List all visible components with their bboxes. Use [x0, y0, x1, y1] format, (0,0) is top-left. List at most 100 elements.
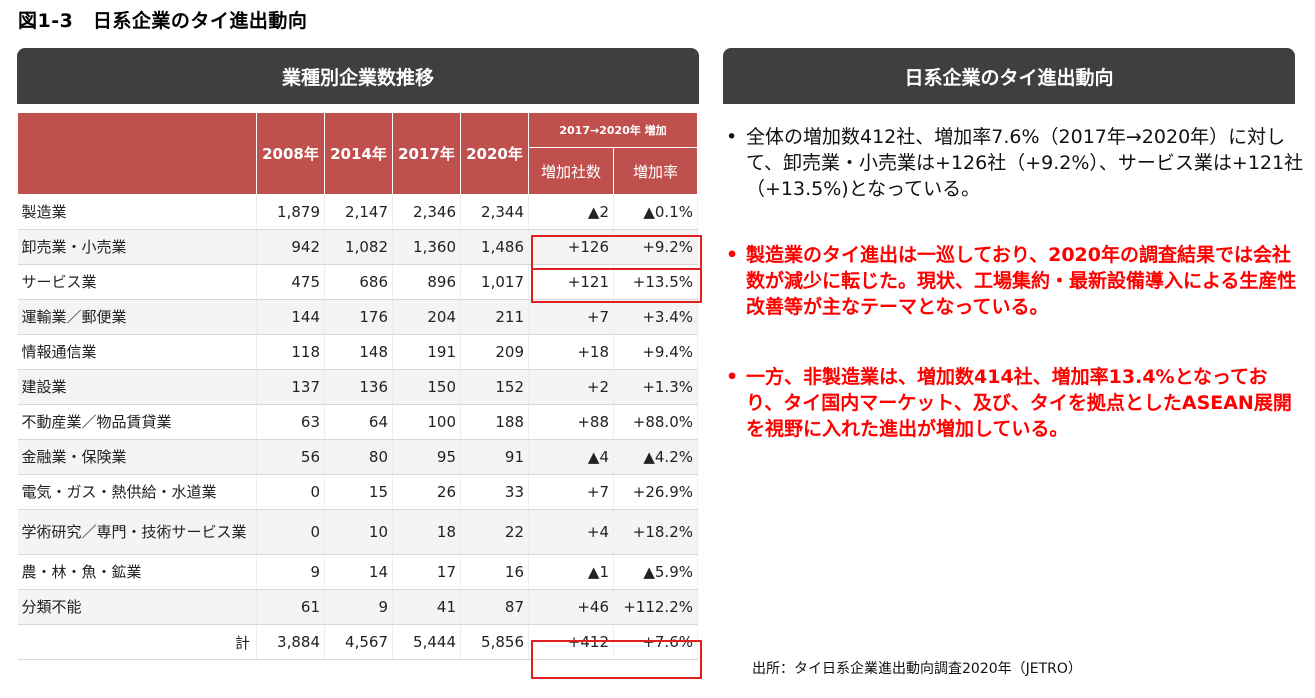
col-header-rate: 増加率: [613, 147, 698, 195]
cell-2017: 204: [392, 299, 461, 335]
row-category: 製造業: [17, 194, 257, 230]
cell-2017: 17: [392, 554, 461, 590]
cell-2020: 16: [460, 554, 529, 590]
cell-increase: +412: [528, 624, 614, 660]
trend-bullets: • 全体の増加数412社、増加率7.6%（2017年→2020年）に対して、卸売…: [724, 124, 1304, 442]
table-row: 不動産業／物品賃貸業 63 64 100 188 +88 +88.0%: [17, 404, 698, 440]
col-header-2020: 2020年: [460, 112, 529, 195]
cell-2020: 188: [460, 404, 529, 440]
cell-rate: ▲5.9%: [613, 554, 698, 590]
cell-rate: +7.6%: [613, 624, 698, 660]
cell-2014: 2,147: [324, 194, 393, 230]
cell-2008: 56: [256, 439, 325, 475]
total-label: 計: [17, 624, 257, 660]
cell-2014: 14: [324, 554, 393, 590]
cell-2017: 18: [392, 509, 461, 555]
cell-2020: 209: [460, 334, 529, 370]
cell-2008: 61: [256, 589, 325, 625]
cell-rate: +18.2%: [613, 509, 698, 555]
table-row: 学術研究／専門・技術サービス業 0 10 18 22 +4 +18.2%: [17, 509, 698, 555]
col-header-2017: 2017年: [392, 112, 461, 195]
cell-2014: 80: [324, 439, 393, 475]
cell-2008: 0: [256, 509, 325, 555]
cell-2008: 63: [256, 404, 325, 440]
col-header-2014: 2014年: [324, 112, 393, 195]
cell-increase: ▲4: [528, 439, 614, 475]
bullet-dot-icon: •: [726, 126, 738, 148]
cell-2008: 3,884: [256, 624, 325, 660]
cell-2008: 942: [256, 229, 325, 265]
cell-2017: 2,346: [392, 194, 461, 230]
cell-rate: +1.3%: [613, 369, 698, 405]
cell-increase: +18: [528, 334, 614, 370]
category-header: [17, 112, 257, 195]
table-row: 分類不能 61 9 41 87 +46 +112.2%: [17, 589, 698, 625]
cell-2017: 95: [392, 439, 461, 475]
cell-2020: 1,017: [460, 264, 529, 300]
cell-2020: 152: [460, 369, 529, 405]
cell-2014: 1,082: [324, 229, 393, 265]
cell-rate: ▲4.2%: [613, 439, 698, 475]
cell-2020: 87: [460, 589, 529, 625]
bullet-text: 一方、非製造業は、増加数414社、増加率13.4%となっており、タイ国内マーケッ…: [746, 366, 1292, 440]
source-note: 出所：タイ日系企業進出動向調査2020年（JETRO）: [752, 661, 1082, 677]
row-category: 電気・ガス・熱供給・水道業: [17, 474, 257, 510]
cell-increase: +126: [528, 229, 614, 265]
cell-2017: 150: [392, 369, 461, 405]
cell-2014: 148: [324, 334, 393, 370]
cell-2014: 686: [324, 264, 393, 300]
cell-2020: 2,344: [460, 194, 529, 230]
cell-2008: 1,879: [256, 194, 325, 230]
row-category: サービス業: [17, 264, 257, 300]
right-panel-title: 日系企業のタイ進出動向: [904, 66, 1114, 89]
cell-2008: 9: [256, 554, 325, 590]
cell-2014: 15: [324, 474, 393, 510]
figure-title: 図1-3 日系企業のタイ進出動向: [18, 10, 308, 32]
cell-2017: 100: [392, 404, 461, 440]
cell-2017: 896: [392, 264, 461, 300]
row-category: 学術研究／専門・技術サービス業: [17, 509, 257, 555]
bullet-text: 全体の増加数412社、増加率7.6%（2017年→2020年）に対して、卸売業・…: [746, 126, 1304, 200]
cell-increase: +88: [528, 404, 614, 440]
bullet-manufacturing: • 製造業のタイ進出は一巡しており、2020年の調査結果では会社数が減少に転じた…: [724, 242, 1304, 320]
cell-increase: ▲2: [528, 194, 614, 230]
cell-rate: +3.4%: [613, 299, 698, 335]
bullet-non-manufacturing: • 一方、非製造業は、増加数414社、増加率13.4%となっており、タイ国内マー…: [724, 364, 1304, 442]
cell-increase: +4: [528, 509, 614, 555]
row-category: 卸売業・小売業: [17, 229, 257, 265]
row-category: 金融業・保険業: [17, 439, 257, 475]
cell-rate: +9.2%: [613, 229, 698, 265]
cell-2017: 26: [392, 474, 461, 510]
right-panel-header: 日系企業のタイ進出動向: [723, 48, 1295, 104]
cell-2014: 64: [324, 404, 393, 440]
cell-increase: +7: [528, 474, 614, 510]
col-header-2008: 2008年: [256, 112, 325, 195]
table-row: 建設業 137 136 150 152 +2 +1.3%: [17, 369, 698, 405]
cell-2014: 136: [324, 369, 393, 405]
row-category: 運輸業／郵便業: [17, 299, 257, 335]
cell-2008: 144: [256, 299, 325, 335]
cell-2020: 33: [460, 474, 529, 510]
table-total-row: 計 3,884 4,567 5,444 5,856 +412 +7.6%: [17, 624, 698, 660]
bullet-overall: • 全体の増加数412社、増加率7.6%（2017年→2020年）に対して、卸売…: [724, 124, 1304, 202]
cell-increase: +7: [528, 299, 614, 335]
table-row: サービス業 475 686 896 1,017 +121 +13.5%: [17, 264, 698, 300]
cell-2020: 5,856: [460, 624, 529, 660]
table-row: 金融業・保険業 56 80 95 91 ▲4 ▲4.2%: [17, 439, 698, 475]
table-row: 運輸業／郵便業 144 176 204 211 +7 +3.4%: [17, 299, 698, 335]
cell-2017: 191: [392, 334, 461, 370]
table-panel-header: 業種別企業数推移: [17, 48, 699, 104]
bullet-dot-icon: •: [726, 366, 739, 388]
cell-2017: 1,360: [392, 229, 461, 265]
table-row: 農・林・魚・鉱業 9 14 17 16 ▲1 ▲5.9%: [17, 554, 698, 590]
row-category: 分類不能: [17, 589, 257, 625]
cell-rate: +88.0%: [613, 404, 698, 440]
cell-rate: ▲0.1%: [613, 194, 698, 230]
cell-2008: 475: [256, 264, 325, 300]
cell-rate: +9.4%: [613, 334, 698, 370]
cell-2014: 4,567: [324, 624, 393, 660]
cell-increase: ▲1: [528, 554, 614, 590]
row-category: 情報通信業: [17, 334, 257, 370]
cell-increase: +121: [528, 264, 614, 300]
cell-2020: 211: [460, 299, 529, 335]
